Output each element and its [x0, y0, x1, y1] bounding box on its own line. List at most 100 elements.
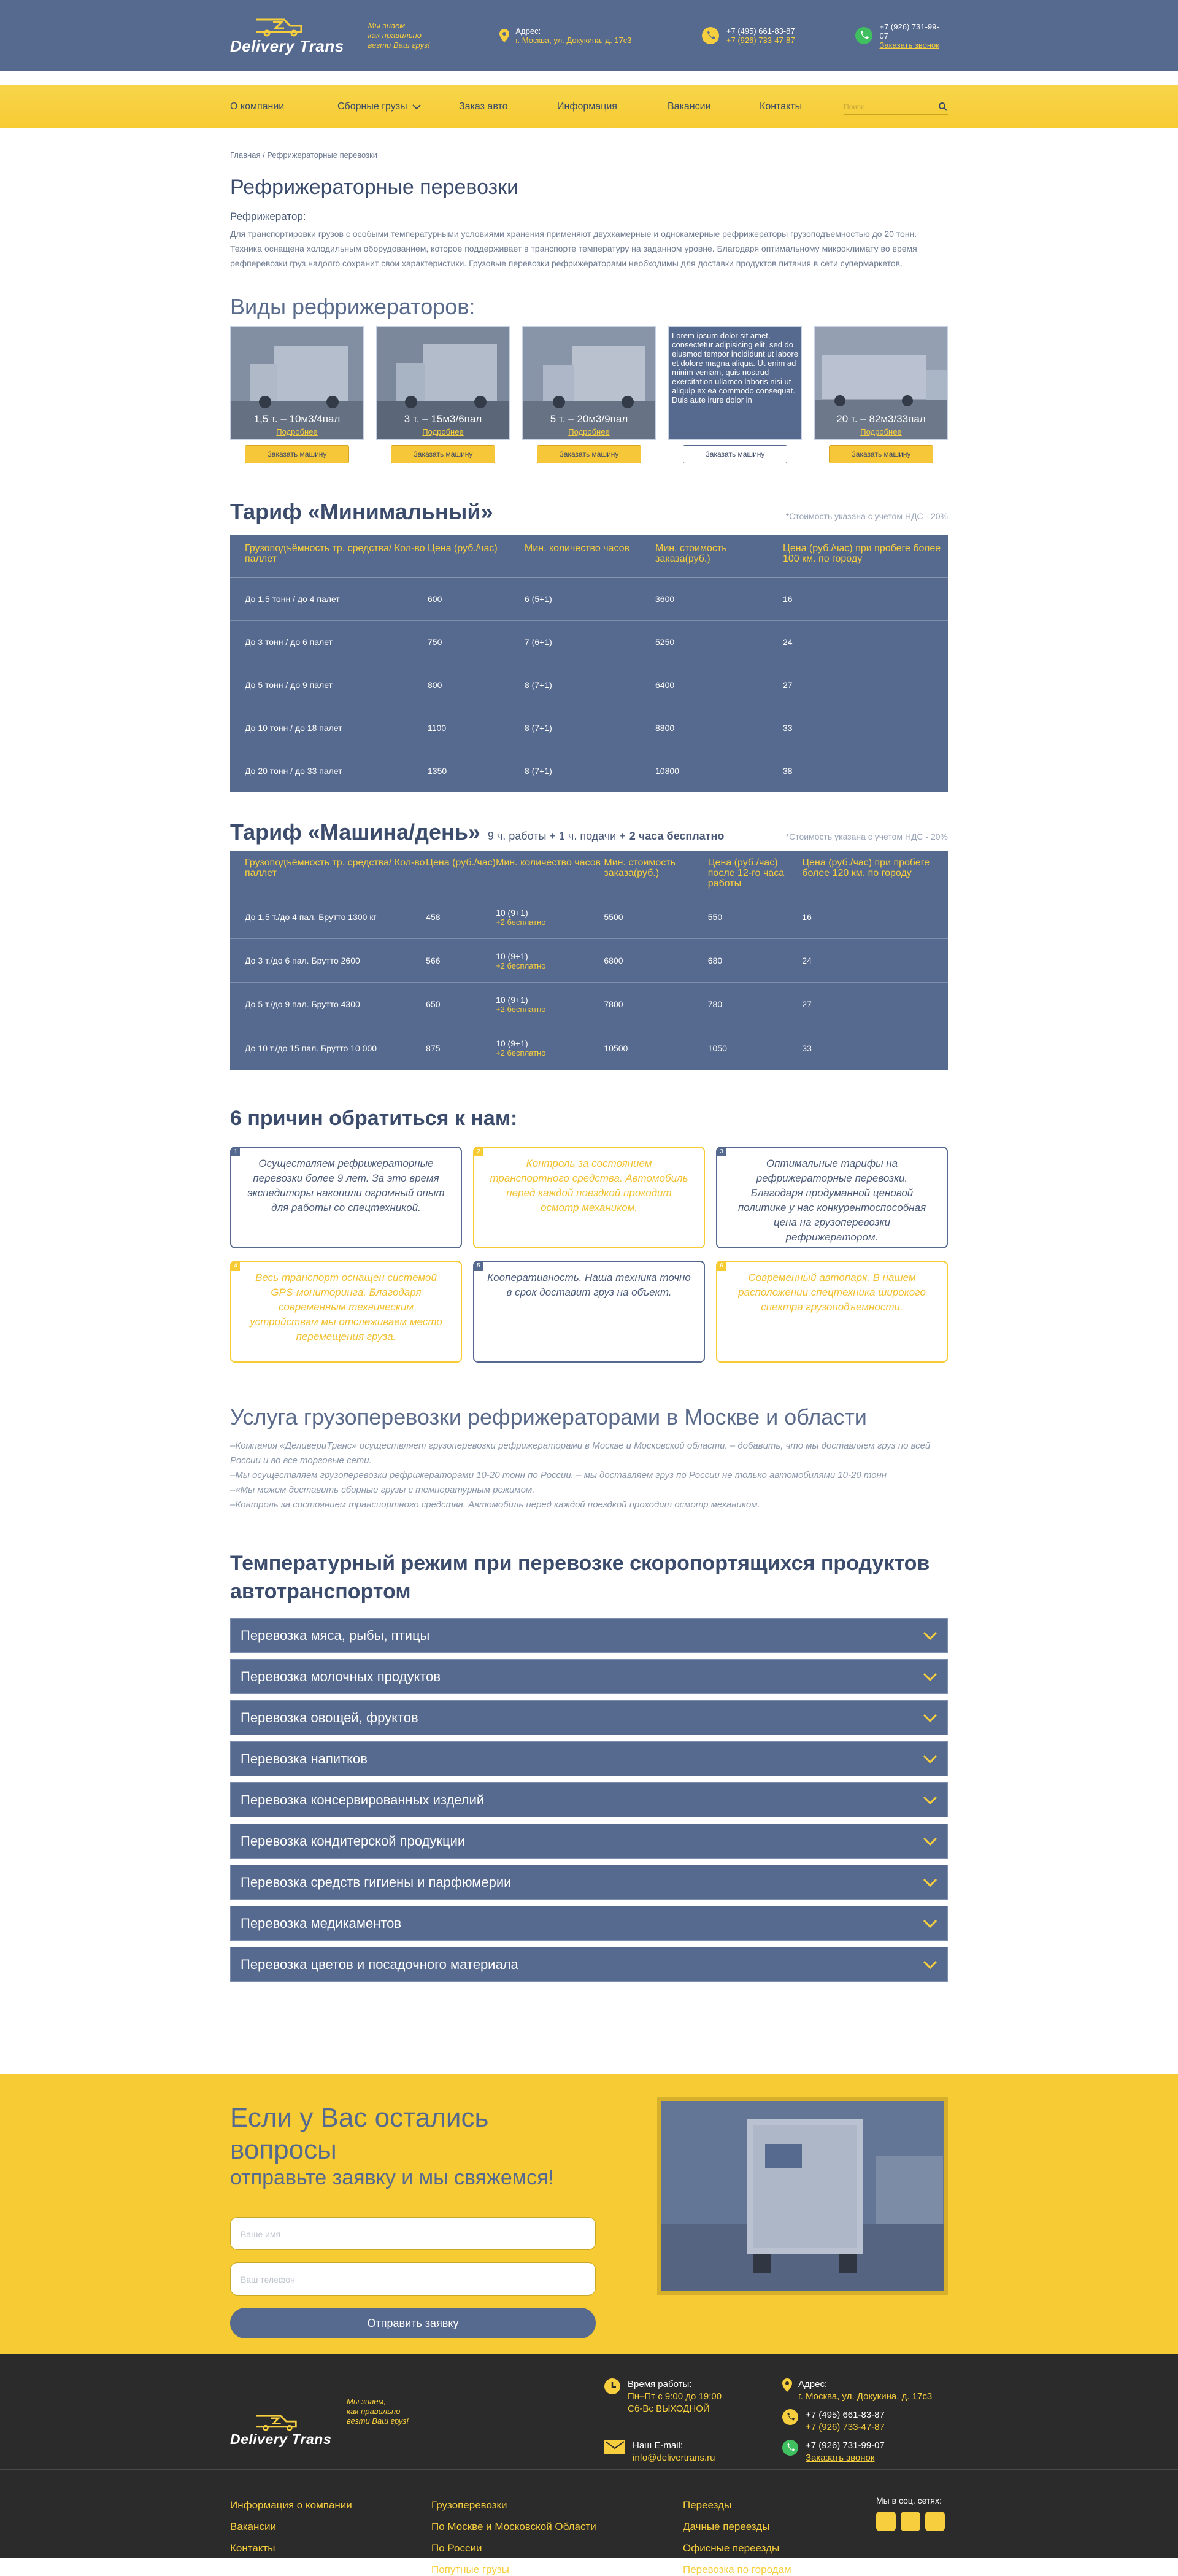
column-header: Мин. количество часов: [525, 543, 630, 554]
van-more-link[interactable]: Подробнее: [422, 427, 464, 436]
order-van-button[interactable]: Заказать машину: [391, 445, 495, 463]
callback-link[interactable]: Заказать звонок: [806, 2453, 875, 2463]
van-more-link[interactable]: Подробнее: [276, 427, 318, 436]
accordion-item[interactable]: Перевозка мяса, рыбы, птицы: [230, 1618, 948, 1653]
service-line: –«Мы можем доставить сборные грузы с тем…: [230, 1485, 535, 1495]
tarif-day-subtitle: 9 ч. работы + 1 ч. подачи +: [487, 830, 626, 842]
free-hours: +2 бесплатно: [496, 1048, 546, 1058]
whatsapp-icon: [782, 2440, 798, 2456]
nav-contacts[interactable]: Контакты: [760, 101, 803, 112]
nav-info[interactable]: Информация: [557, 101, 617, 112]
nav-order-auto[interactable]: Заказ авто: [459, 101, 508, 112]
footer-link[interactable]: По Москве и Московской Области: [431, 2521, 596, 2532]
footer-link[interactable]: Дачные переезды: [683, 2521, 770, 2532]
footer-link[interactable]: Вакансии: [230, 2521, 276, 2532]
van-image[interactable]: Lorem ipsum dolor sit amet, consectetur …: [668, 326, 802, 440]
whatsapp-phone[interactable]: +7 (926) 731-99-07: [806, 2440, 885, 2451]
reasons-grid: 1 Осуществляем рефрижераторные перевозки …: [230, 1147, 948, 1363]
whatsapp-icon: [855, 27, 872, 44]
logo[interactable]: Delivery Trans: [230, 16, 368, 56]
service-line: –Контроль за состоянием транспортного ср…: [230, 1499, 760, 1510]
column-header: Цена (руб./час) после 12-го часа работы: [707, 857, 785, 889]
van-card: 20 т. – 82м3/33пал Подробнее Заказать ма…: [814, 326, 948, 463]
footer-link[interactable]: Офисные переезды: [683, 2542, 780, 2554]
footer-social: Мы в соц. сетях:: [876, 2494, 945, 2576]
accordion-item[interactable]: Перевозка молочных продуктов: [230, 1659, 948, 1694]
phone-2[interactable]: +7 (926) 733-47-87: [726, 36, 795, 45]
search-input[interactable]: Поиск: [844, 99, 948, 115]
van-description: Lorem ipsum dolor sit amet, consectetur …: [672, 331, 798, 404]
service-line: –Мы осуществляем грузоперевозки рефрижер…: [230, 1470, 887, 1480]
accordion-item[interactable]: Перевозка овощей, фруктов: [230, 1700, 948, 1735]
logo-text: Delivery Trans: [230, 36, 344, 55]
table-cell: 550: [707, 912, 723, 922]
accordion-item[interactable]: Перевозка медикаментов: [230, 1906, 948, 1941]
footer-hours: Время работы: Пн–Пт с 9:00 до 19:00 Сб-Вс …: [604, 2378, 782, 2415]
table-row: До 10 тонн / до 18 палет 1100 8 (7+1) 8800 3…: [230, 706, 948, 749]
nav-about[interactable]: О компании: [230, 101, 285, 112]
hours-value: 10 (9+1): [496, 951, 528, 961]
footer-slogan: Мы знаем, как правильно везти Ваш груз!: [347, 2397, 604, 2469]
temp-title: Температурный режим при перевозке скороп…: [230, 1552, 930, 1603]
accordion-item[interactable]: Перевозка кондитерской продукции: [230, 1824, 948, 1859]
breadcrumb[interactable]: Главная / Рефрижераторные перевозки: [230, 150, 378, 160]
accordion-item[interactable]: Перевозка напитков: [230, 1741, 948, 1776]
footer-link[interactable]: Контакты: [230, 2542, 275, 2554]
van-image[interactable]: 3 т. – 15м3/6пал Подробнее: [376, 326, 510, 440]
column-header: Мин. стоимость заказа(руб.): [604, 857, 676, 878]
phone-input[interactable]: Ваш телефон: [230, 2262, 596, 2296]
footer-link[interactable]: Информация о компании: [230, 2499, 352, 2511]
van-image[interactable]: 1,5 т. – 10м3/4пал Подробнее: [230, 326, 364, 440]
nav-consolidated[interactable]: Сборные грузы: [337, 101, 459, 112]
name-input[interactable]: Вашe имя: [230, 2217, 596, 2250]
email-value[interactable]: info@delivertrans.ru: [633, 2453, 715, 2463]
van-image[interactable]: 5 т. – 20м3/9пал Подробнее: [522, 326, 656, 440]
accordion-item[interactable]: Перевозка цветов и посадочного материала: [230, 1947, 948, 1982]
vk-icon[interactable]: [876, 2512, 896, 2531]
accordion-item[interactable]: Перевозка средств гигиены и парфюмерии: [230, 1865, 948, 1900]
table-cell: 10500: [604, 1043, 628, 1053]
callback-link[interactable]: Заказать звонок: [879, 40, 939, 50]
footer: Delivery Trans Мы знаем, как правильно в…: [0, 2354, 1178, 2575]
intro-text: Для транспортировки грузов с особыми тем…: [230, 229, 917, 268]
address-value: г. Москва, ул. Докукина, д. 17с3: [798, 2391, 933, 2402]
instagram-icon[interactable]: [901, 2512, 920, 2531]
table-cell: До 1,5 тонн / до 4 палет: [245, 594, 340, 604]
footer-link[interactable]: Перевозка по городам: [683, 2564, 791, 2575]
van-image[interactable]: 20 т. – 82м3/33пал Подробнее: [814, 326, 948, 440]
whatsapp-phone[interactable]: +7 (926) 731-99-07: [879, 21, 939, 41]
order-van-button[interactable]: Заказать машину: [683, 445, 787, 463]
van-caption: 20 т. – 82м3/33пал: [836, 413, 926, 425]
service-line: –Компания «ДеливериТранс» осуществляет г…: [230, 1441, 931, 1466]
phone-1[interactable]: +7 (495) 661-83-87: [726, 26, 795, 36]
phone-2[interactable]: +7 (926) 733-47-87: [806, 2422, 885, 2432]
accordion-label: Перевозка медикаментов: [241, 1915, 402, 1931]
search-icon[interactable]: [938, 102, 948, 112]
order-van-button[interactable]: Заказать машину: [245, 445, 349, 463]
chevron-down-icon: [923, 1673, 937, 1681]
order-van-button[interactable]: Заказать машину: [829, 445, 933, 463]
twitter-icon[interactable]: [925, 2512, 945, 2531]
table-cell: 33: [802, 1043, 812, 1053]
footer-contacts: Адрес: г. Москва, ул. Докукина, д. 17с3 +…: [782, 2378, 932, 2469]
form-title: Если у Вас остались вопросы: [230, 2103, 489, 2165]
footer-email: Наш E-mail: info@delivertrans.ru: [604, 2440, 782, 2464]
footer-link[interactable]: По России: [431, 2542, 482, 2554]
form-subtitle: отправьте заявку и мы свяжемся!: [230, 2166, 554, 2189]
nav-vacancies[interactable]: Вакансии: [668, 101, 711, 112]
footer-link[interactable]: Переезды: [683, 2499, 732, 2511]
table-cell: 38: [783, 766, 793, 776]
order-van-button[interactable]: Заказать машину: [537, 445, 641, 463]
footer-link[interactable]: Попутные грузы: [431, 2564, 509, 2575]
page-subtitle: Рефрижератор:: [230, 211, 306, 222]
accordion-item[interactable]: Перевозка консервированных изделий: [230, 1782, 948, 1817]
van-more-link[interactable]: Подробнее: [860, 427, 902, 436]
hours-value: Пн–Пт с 9:00 до 19:00: [628, 2391, 722, 2402]
footer-link[interactable]: Грузоперевозки: [431, 2499, 507, 2511]
footer-logo[interactable]: Delivery Trans: [230, 2391, 347, 2469]
mail-icon: [604, 2440, 625, 2454]
phone-1[interactable]: +7 (495) 661-83-87: [806, 2410, 885, 2420]
reason-text: Кооперативность. Наша техника точно в ср…: [487, 1272, 691, 1298]
submit-button[interactable]: Отправить заявку: [230, 2308, 596, 2338]
van-more-link[interactable]: Подробнее: [568, 427, 610, 436]
